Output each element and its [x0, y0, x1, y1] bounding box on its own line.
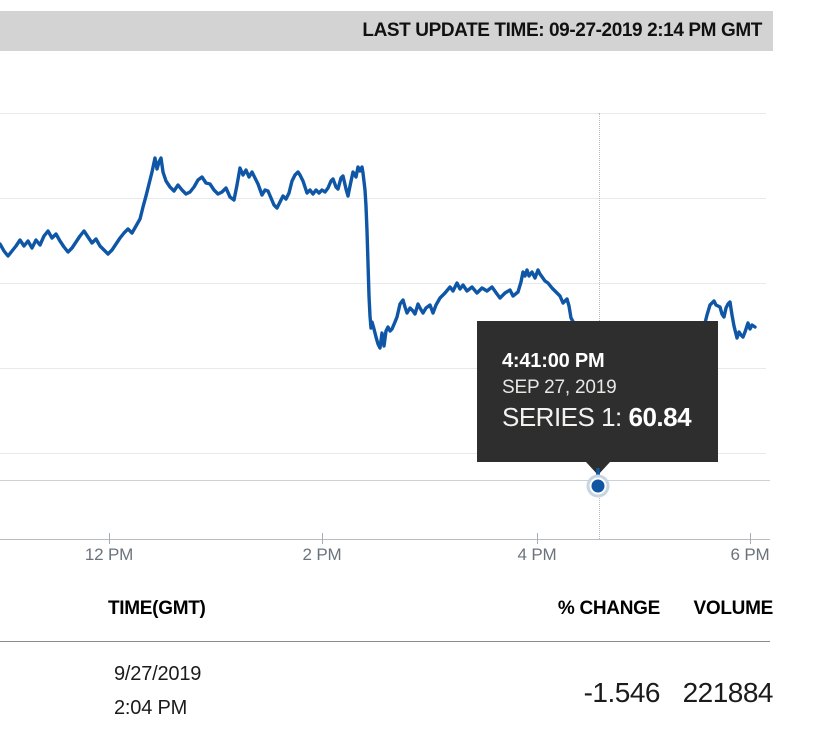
x-axis-tick: [537, 533, 538, 544]
row-volume: 221884: [682, 677, 774, 708]
chart-tooltip: 4:41:00 PM SEP 27, 2019 SERIES 1: 60.84: [477, 321, 718, 475]
x-axis-tick: [750, 533, 751, 544]
column-header-time-gmt: TIME(GMT): [108, 598, 206, 619]
table-separator: [0, 641, 770, 642]
x-axis-tick-label: 2 PM: [302, 545, 342, 564]
x-axis-tick-label: 12 PM: [84, 545, 134, 564]
gridline: [0, 198, 766, 199]
column-header-volume: VOLUME: [693, 598, 774, 619]
tooltip-time: 4:41:00 PM: [502, 350, 605, 372]
x-axis-tick-label: 6 PM: [730, 545, 770, 564]
column-header-pct-change: % CHANGE: [557, 598, 660, 619]
tooltip-date: SEP 27, 2019: [502, 377, 617, 398]
x-axis-tick-label: 4 PM: [517, 545, 557, 564]
gridline: [0, 368, 766, 369]
row-date: 9/27/2019: [114, 663, 202, 685]
selected-point-marker-layer: [586, 468, 610, 498]
row-time: 2:04 PM: [114, 697, 188, 719]
x-axis-tick: [109, 533, 110, 544]
tooltip-series-value: SERIES 1: 60.84: [502, 402, 692, 433]
selected-point-marker[interactable]: [586, 474, 610, 498]
last-update-banner: LAST UPDATE TIME: 09-27-2019 2:14 PM GMT: [0, 11, 773, 51]
x-axis-line: [0, 539, 770, 540]
tooltip-series-label: SERIES 1:: [502, 402, 629, 432]
gridline: [0, 453, 766, 454]
crosshair-horizontal-line: [0, 480, 770, 481]
row-pct-change: -1.546: [583, 677, 661, 708]
tooltip-value: 60.84: [628, 402, 692, 432]
gridline: [0, 113, 766, 114]
x-axis-tick: [322, 533, 323, 544]
gridline: [0, 283, 766, 284]
